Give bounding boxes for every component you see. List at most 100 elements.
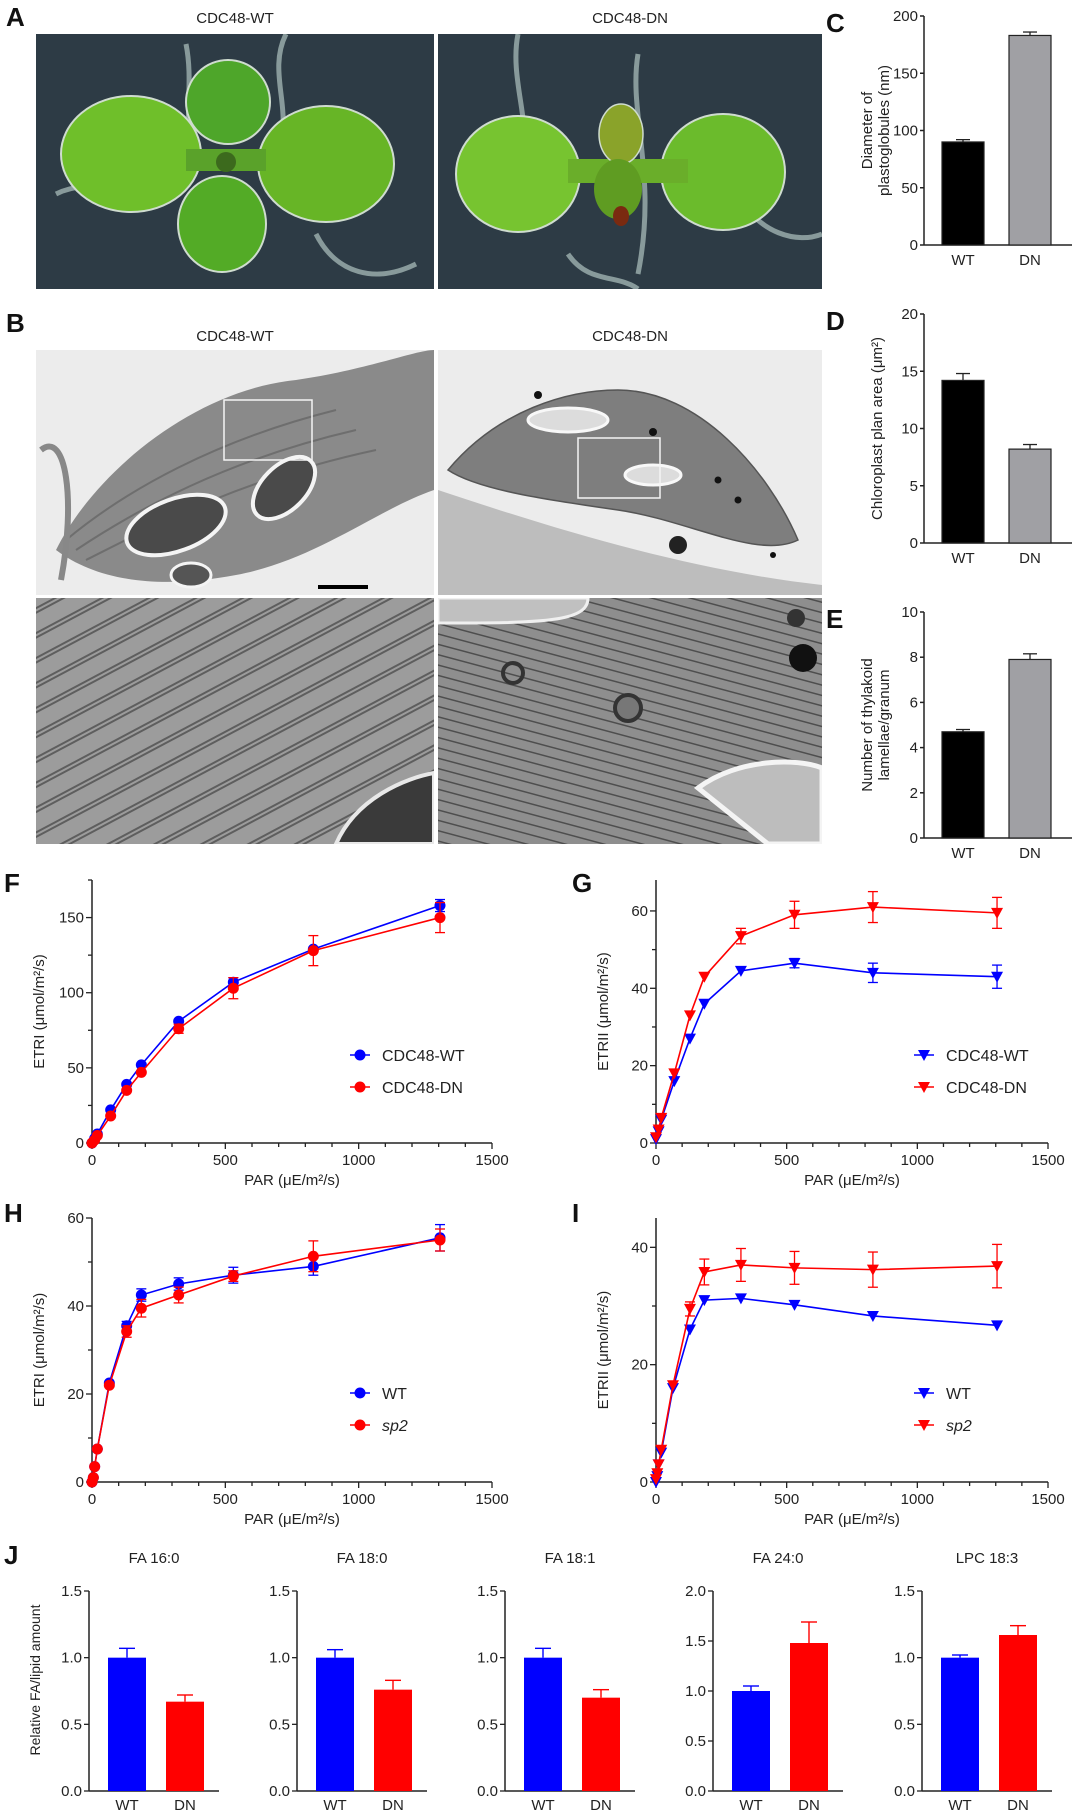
bar-chart-e: E 0 2 4 6 8 10 Number of thylakoid lamellae/gran… (826, 604, 1072, 862)
bar-chart-c: C 0 50 100 150 200 Diameter of plastoglobules (… (826, 8, 1072, 269)
data-point (698, 1266, 711, 1278)
bar-wt (524, 1657, 562, 1791)
legend-label: CDC48-DN (382, 1080, 463, 1097)
x-tick-label: WT (951, 845, 974, 862)
data-point (652, 1124, 665, 1136)
x-tick-label: 0 (652, 1152, 660, 1169)
y-axis-label: ETRII (μmol/m²/s) (595, 952, 612, 1071)
bar-wt (732, 1691, 770, 1791)
legend-marker (354, 1419, 366, 1431)
data-point (734, 965, 747, 977)
x-tick-label: 0 (88, 1491, 96, 1508)
data-point (121, 1084, 133, 1096)
y-tick-label: 1.5 (894, 1583, 915, 1600)
series-line (655, 906, 998, 1138)
data-point (434, 912, 446, 924)
series-cdc48-wt (86, 898, 446, 1149)
y-tick-label: 20 (631, 1058, 648, 1075)
y-tick-label: 100 (893, 123, 918, 140)
y-tick-label: 0 (910, 237, 918, 254)
data-point (788, 1299, 801, 1311)
data-point (105, 1110, 117, 1122)
subplot-fa-24-0: FA 24:0 0.0 0.5 1.0 1.5 2.0 WT DN (685, 1550, 843, 1814)
data-point (683, 1010, 696, 1022)
panel-letter-c: C (826, 8, 845, 38)
data-point (135, 1066, 147, 1078)
data-point (227, 1270, 239, 1282)
legend-label: CDC48-WT (382, 1048, 465, 1065)
y-tick-label: 0 (910, 535, 918, 552)
y-tick-label: 0.5 (894, 1716, 915, 1733)
bar-chart-j: J Relative FA/lipid amount FA 16:0 0.0 0.5 1.… (4, 1540, 1052, 1814)
y-axis-label: plastoglobules (nm) (876, 65, 893, 196)
data-point (307, 945, 319, 957)
y-tick-label: 5 (910, 478, 918, 495)
data-point (698, 998, 711, 1010)
series-cdc48-dn (650, 890, 1004, 1144)
data-point (173, 1023, 185, 1035)
x-tick-label: WT (951, 252, 974, 269)
x-tick-label: 1000 (901, 1152, 934, 1169)
y-tick-label: 40 (67, 1298, 84, 1315)
legend-label: CDC48-WT (946, 1048, 1029, 1065)
subplot-lpc-18-3: LPC 18:3 0.0 0.5 1.0 1.5 WT DN (894, 1550, 1052, 1814)
subplot-title: FA 24:0 (753, 1550, 804, 1567)
panel-a-title-wt: CDC48-WT (196, 10, 274, 27)
y-tick-label: 50 (67, 1060, 84, 1077)
data-point (991, 907, 1004, 919)
y-tick-label: 15 (901, 363, 918, 380)
line-chart-f: F 0 500 1000 1500 0 50 100 150 PAR (μE/m²/s) ETRI … (4, 868, 509, 1189)
data-point (91, 1129, 103, 1141)
y-tick-label: 40 (631, 1239, 648, 1256)
legend-label: WT (946, 1386, 971, 1403)
panel-letter-j: J (4, 1540, 18, 1570)
y-tick-label: 0.0 (894, 1783, 915, 1800)
data-point (788, 958, 801, 970)
data-point (788, 1262, 801, 1274)
panel-b-title-wt: CDC48-WT (196, 328, 274, 345)
subplot-fa-16-0: FA 16:0 0.0 0.5 1.0 1.5 WT DN (61, 1550, 219, 1814)
x-axis-label: PAR (μE/m²/s) (244, 1511, 340, 1528)
data-point (87, 1472, 99, 1484)
legend-label: WT (382, 1386, 407, 1403)
y-tick-label: 150 (893, 65, 918, 82)
y-tick-label: 200 (893, 8, 918, 25)
subplot-fa-18-1: FA 18:1 0.0 0.5 1.0 1.5 WT DN (477, 1550, 635, 1814)
series-line (91, 1237, 441, 1483)
panel-letter-h: H (4, 1198, 23, 1228)
panel-a-title-dn: CDC48-DN (592, 10, 668, 27)
x-tick-label: DN (382, 1797, 404, 1814)
series-line (91, 1239, 441, 1483)
data-point (103, 1379, 115, 1391)
bar-wt (941, 141, 985, 246)
y-tick-label: 1.0 (269, 1650, 290, 1667)
data-point (666, 1380, 679, 1392)
panel-letter-d: D (826, 306, 845, 336)
data-point (991, 1320, 1004, 1332)
y-tick-label: 1.0 (685, 1683, 706, 1700)
legend-label: sp2 (382, 1418, 408, 1435)
x-tick-label: 0 (652, 1491, 660, 1508)
data-point (991, 971, 1004, 983)
data-point (683, 1303, 696, 1315)
x-tick-label: 1000 (901, 1491, 934, 1508)
subplot-fa-18-0: FA 18:0 0.0 0.5 1.0 1.5 WT DN (269, 1550, 427, 1814)
data-point (734, 931, 747, 943)
x-tick-label: WT (323, 1797, 346, 1814)
line-chart-g: G 0 500 1000 1500 0 20 40 60 PAR (μE/m²/s) ETRII (… (572, 868, 1065, 1189)
series-line (91, 916, 441, 1144)
data-point (652, 1459, 665, 1471)
subplot-title: FA 18:1 (545, 1550, 596, 1567)
x-tick-label: DN (1019, 550, 1041, 567)
panel-b-title-dn: CDC48-DN (592, 328, 668, 345)
bar-dn (374, 1689, 412, 1791)
y-tick-label: 4 (910, 740, 918, 757)
y-tick-label: 0.0 (685, 1783, 706, 1800)
y-axis-label: Relative FA/lipid amount (27, 1604, 43, 1755)
y-tick-label: 2 (910, 785, 918, 802)
y-tick-label: 1.5 (685, 1633, 706, 1650)
y-tick-label: 0 (76, 1474, 84, 1491)
y-tick-label: 1.0 (894, 1650, 915, 1667)
y-tick-label: 1.5 (269, 1583, 290, 1600)
legend-label: sp2 (946, 1418, 972, 1435)
